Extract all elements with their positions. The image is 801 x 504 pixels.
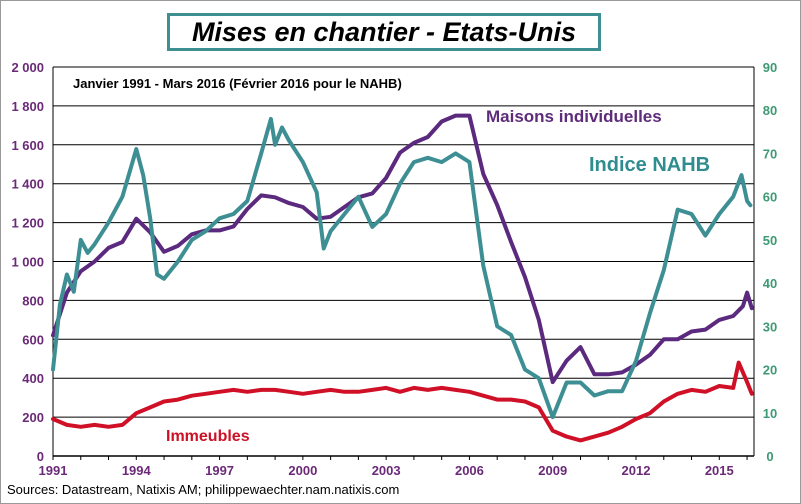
x-axis-tick-label: 1997 — [205, 463, 234, 478]
left-axis-tick-label: 1 600 — [11, 138, 44, 153]
left-axis-tick-label: 0 — [37, 449, 44, 464]
right-axis-tick-label: 60 — [763, 190, 777, 205]
left-axis-tick-label: 400 — [22, 371, 44, 386]
series-label-nahb: Indice NAHB — [589, 154, 711, 176]
series-line-maisons-individuelles — [51, 113, 754, 385]
chart-title: Mises en chantier - Etats-Unis — [167, 13, 601, 51]
left-axis-tick-label: 1 800 — [11, 99, 44, 114]
series-line-indice-nahb — [51, 116, 753, 420]
left-axis-tick-label: 1 000 — [11, 255, 44, 270]
x-axis-tick-label: 2006 — [455, 463, 484, 478]
right-axis-tick-label: 90 — [763, 60, 777, 75]
series-label-immeubles: Immeubles — [166, 428, 250, 445]
right-axis-tick-label: 40 — [763, 276, 777, 291]
left-axis-tick-label: 1 400 — [11, 177, 44, 192]
period-note: Janvier 1991 - Mars 2016 (Février 2016 p… — [73, 76, 402, 91]
left-axis-tick-label: 800 — [22, 293, 44, 308]
right-axis-tick-label: 30 — [763, 319, 777, 334]
series-line-immeubles — [51, 360, 754, 443]
series-label-maisons: Maisons individuelles — [486, 107, 662, 126]
x-axis-tick-label: 2009 — [538, 463, 567, 478]
right-axis-tick-label: 70 — [763, 146, 777, 161]
x-axis-tick-label: 2015 — [705, 463, 734, 478]
x-axis-tick-label: 2003 — [372, 463, 401, 478]
right-axis-tick-label: 20 — [763, 363, 777, 378]
right-axis-tick-label: 50 — [763, 233, 777, 248]
left-axis-tick-label: 1 200 — [11, 216, 44, 231]
right-axis-tick-label: 0 — [766, 449, 773, 464]
left-axis-tick-label: 600 — [22, 332, 44, 347]
x-axis-tick-label: 2012 — [622, 463, 651, 478]
x-axis-tick-label: 1994 — [122, 463, 152, 478]
x-axis-tick-label: 1991 — [39, 463, 68, 478]
left-axis-tick-label: 200 — [22, 410, 44, 425]
source-note: Sources: Datastream, Natixis AM; philipp… — [7, 482, 400, 497]
right-axis-tick-label: 80 — [763, 103, 777, 118]
x-axis-tick-label: 2000 — [288, 463, 317, 478]
left-axis-tick-label: 2 000 — [11, 60, 44, 75]
right-axis-tick-label: 10 — [763, 406, 777, 421]
